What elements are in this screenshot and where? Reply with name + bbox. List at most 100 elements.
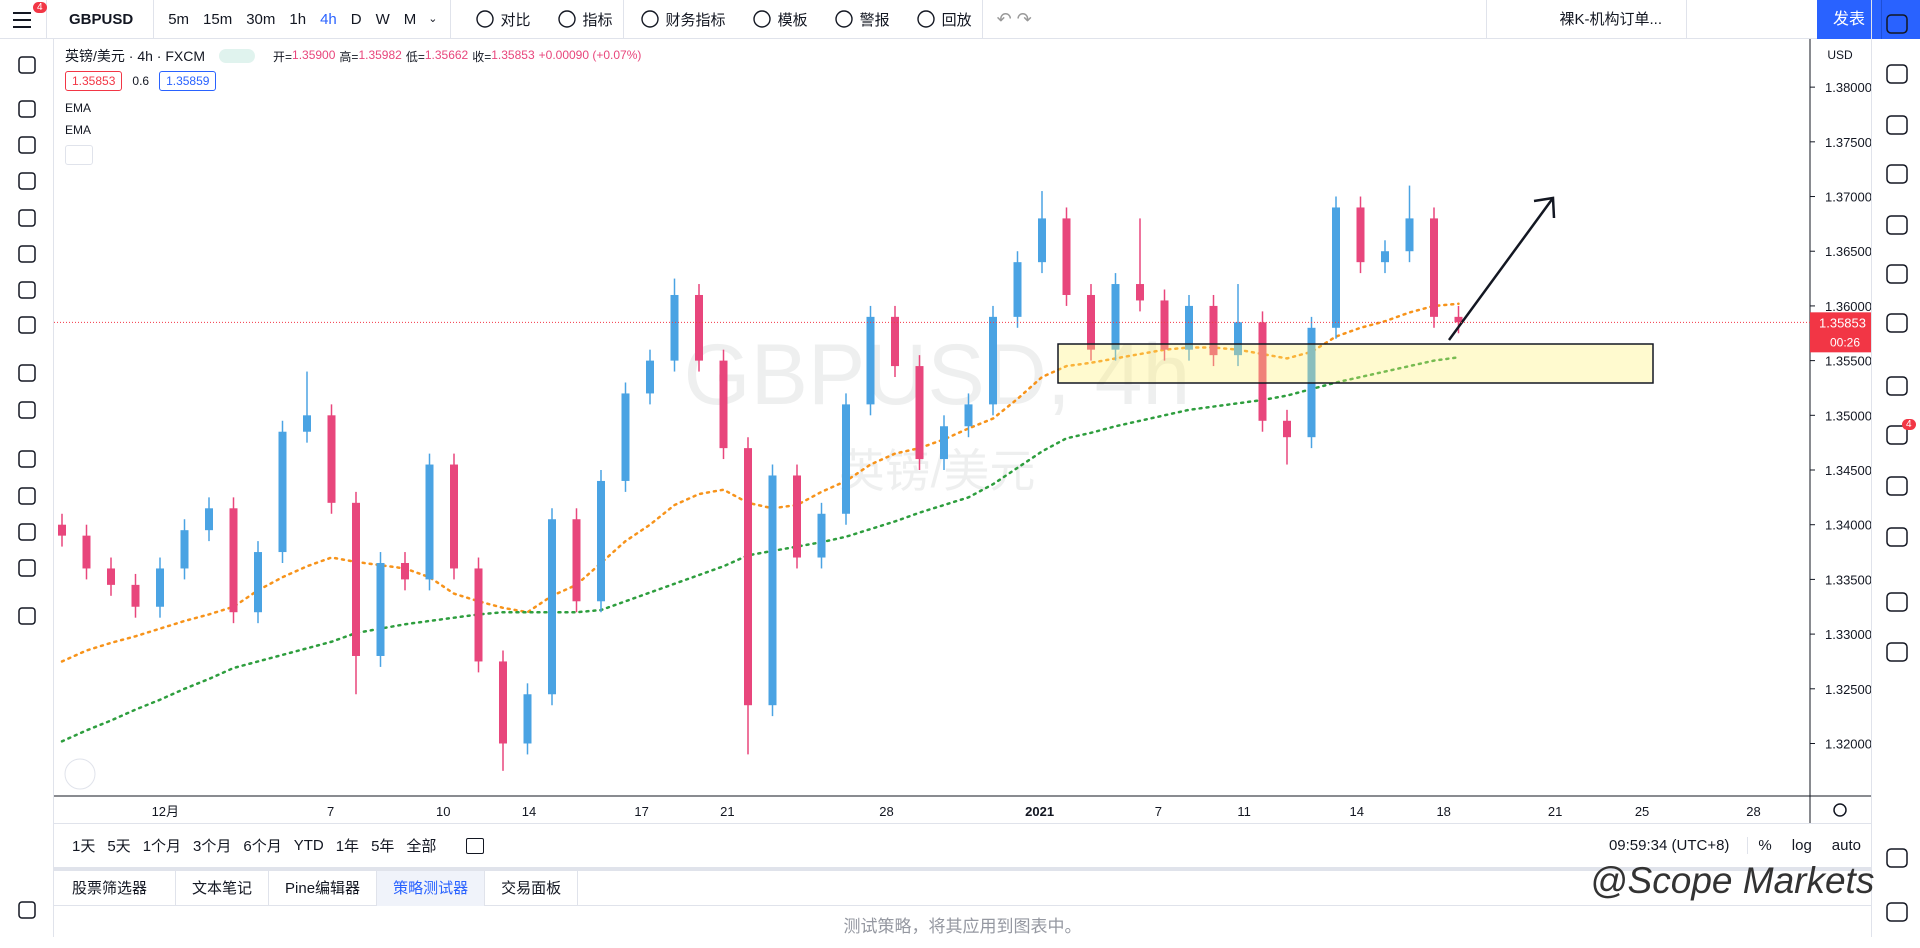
scale-option[interactable]: log <box>1791 837 1812 854</box>
tool-icon[interactable] <box>16 557 38 579</box>
toolbar-button[interactable]: 回放 <box>900 0 983 39</box>
sidebar-icon[interactable] <box>1885 62 1909 86</box>
publish-button[interactable]: 发表 <box>1817 0 1881 39</box>
interval-dropdown[interactable]: ⌄ <box>416 0 451 39</box>
tool-icon[interactable] <box>16 362 38 384</box>
sidebar-icon[interactable] <box>1885 262 1909 286</box>
ema-line <box>60 356 1460 743</box>
tool-icon[interactable] <box>16 134 38 156</box>
x-tick-label: 18 <box>1436 804 1450 819</box>
toolbar-button[interactable]: 对比 <box>451 0 541 39</box>
interval-button[interactable]: 4h <box>320 10 337 28</box>
layout-select[interactable]: 裸K-机构订单... <box>1486 0 1686 39</box>
sidebar-icon[interactable] <box>1885 900 1909 924</box>
interval-button[interactable]: 5m <box>168 10 190 28</box>
interval-button[interactable]: 15m <box>203 10 233 28</box>
sidebar-icon[interactable] <box>1885 640 1909 664</box>
sidebar-icon[interactable] <box>1885 213 1909 237</box>
range-button[interactable]: 1个月 <box>142 838 182 855</box>
candle-body <box>1038 218 1046 263</box>
tool-icon[interactable] <box>16 170 38 192</box>
toolbar-button[interactable]: 警报 <box>818 0 900 39</box>
interval-button[interactable]: W <box>375 10 390 28</box>
candle-body <box>229 508 238 613</box>
range-button[interactable]: 5年 <box>371 838 395 855</box>
range-button[interactable]: 5天 <box>107 838 131 855</box>
panel-tab[interactable]: 文本笔记 <box>176 870 270 906</box>
sidebar-icon[interactable] <box>1885 590 1909 614</box>
x-tick-label: 2021 <box>1025 804 1054 819</box>
collapse-button[interactable] <box>65 145 93 165</box>
tool-icon[interactable] <box>16 899 38 921</box>
tool-icon[interactable] <box>16 521 38 543</box>
ask-box[interactable]: 1.35859 <box>159 71 217 91</box>
range-button[interactable]: 3个月 <box>193 838 232 855</box>
panel-tab[interactable]: 股票筛选器 <box>54 870 177 906</box>
range-button[interactable]: 1天 <box>72 838 96 855</box>
candle-body <box>523 694 532 744</box>
undo-redo[interactable]: ↶ ↷ <box>996 8 1032 29</box>
range-calendar[interactable] <box>466 837 485 854</box>
icon-shape <box>1886 376 1908 396</box>
panel-tab[interactable]: 交易面板 <box>485 870 579 906</box>
tool-icon[interactable] <box>16 399 38 421</box>
x-tick-label: 28 <box>879 804 893 819</box>
toolbar-button[interactable]: 模板 <box>736 0 818 39</box>
icon-shape <box>1886 264 1908 284</box>
toolbar-button[interactable]: 财务指标 <box>624 0 736 39</box>
scale-option[interactable]: auto <box>1831 837 1861 854</box>
tool-icon[interactable] <box>16 448 38 470</box>
tool-icon[interactable] <box>16 98 38 120</box>
icon-shape <box>18 450 36 468</box>
tool-icon[interactable] <box>16 279 38 301</box>
interval-button[interactable]: 30m <box>246 10 276 28</box>
icon-shape <box>18 209 36 227</box>
credit-watermark: @Scope Markets <box>1590 860 1875 901</box>
menu-icon[interactable] <box>12 10 34 30</box>
menu-button[interactable]: 4 <box>0 0 47 39</box>
icon-shape <box>18 607 36 625</box>
candle-body <box>58 524 66 536</box>
x-tick-label: 14 <box>522 804 536 819</box>
panel-tab[interactable]: Pine编辑器 <box>269 870 378 906</box>
icon-shape <box>640 10 659 28</box>
tool-icon[interactable] <box>16 54 38 76</box>
scale-option[interactable]: % <box>1758 837 1772 854</box>
sidebar-icon[interactable] <box>1885 113 1909 137</box>
button-label: 回放 <box>941 11 972 29</box>
candle-body <box>768 475 777 706</box>
interval-button[interactable]: M <box>403 10 417 28</box>
icon-shape <box>18 281 36 299</box>
sidebar-icon[interactable] <box>1885 525 1909 549</box>
sidebar-icon[interactable] <box>1885 474 1909 498</box>
tool-icon[interactable] <box>16 314 38 336</box>
sidebar-icon[interactable] <box>1885 374 1909 398</box>
x-tick-label: 25 <box>1635 804 1649 819</box>
icon-shape <box>1886 164 1908 184</box>
tool-icon[interactable] <box>16 605 38 627</box>
sidebar-icon[interactable] <box>1885 311 1909 335</box>
indicator-label[interactable]: EMA <box>65 123 92 137</box>
toolbar-button[interactable]: 指标 <box>541 0 624 39</box>
sidebar-icon[interactable] <box>1885 162 1909 186</box>
sidebar-icon[interactable] <box>1885 846 1909 870</box>
tool-icon[interactable] <box>16 207 38 229</box>
interval-button[interactable]: 1h <box>289 10 307 28</box>
sidebar-icon[interactable] <box>1885 423 1909 447</box>
range-button[interactable]: 1年 <box>335 838 360 855</box>
candle-body <box>940 426 948 460</box>
range-button[interactable]: 6个月 <box>243 838 282 855</box>
range-button[interactable]: YTD <box>293 837 324 854</box>
y-tick-label: 1.37000 <box>1825 190 1871 205</box>
tool-icon[interactable] <box>16 243 38 265</box>
bid-box[interactable]: 1.35853 <box>65 71 123 91</box>
tool-icon[interactable] <box>16 485 38 507</box>
interval-button[interactable]: D <box>350 10 362 28</box>
symbol[interactable]: GBPUSD <box>47 0 155 39</box>
sidebar-icon[interactable] <box>1885 12 1909 36</box>
y-tick-label: 1.32500 <box>1825 682 1871 697</box>
indicator-label[interactable]: EMA <box>65 101 92 115</box>
range-button[interactable]: 全部 <box>406 838 437 855</box>
panel-tab[interactable]: 策略测试器 <box>377 870 486 906</box>
